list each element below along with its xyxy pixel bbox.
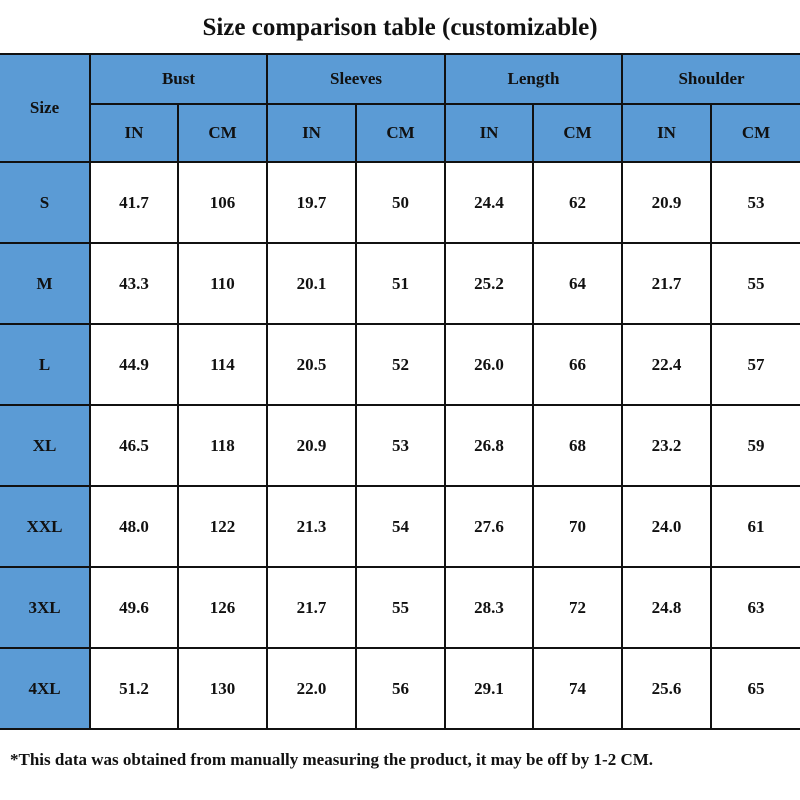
value-cell: 21.3: [266, 485, 358, 568]
value-cell: 41.7: [89, 161, 179, 244]
size-header: Size: [0, 53, 91, 163]
group-header: Shoulder: [621, 53, 800, 105]
value-cell: 24.0: [621, 485, 713, 568]
value-cell: 24.8: [621, 566, 713, 649]
value-cell: 106: [176, 161, 269, 244]
value-cell: 28.3: [444, 566, 535, 649]
value-cell: 66: [532, 323, 624, 406]
value-cell: 59: [710, 404, 800, 487]
value-cell: 68: [532, 404, 624, 487]
table-row: 4XL 51.2 130 22.0 56 29.1 74 25.6 65: [0, 647, 800, 730]
size-cell: 4XL: [0, 647, 91, 730]
unit-header: CM: [710, 103, 800, 163]
table-row: XL 46.5 118 20.9 53 26.8 68 23.2 59: [0, 404, 800, 487]
value-cell: 126: [176, 566, 269, 649]
footnote: *This data was obtained from manually me…: [0, 728, 800, 790]
value-cell: 63: [710, 566, 800, 649]
value-cell: 53: [355, 404, 447, 487]
table-row: XXL 48.0 122 21.3 54 27.6 70 24.0 61: [0, 485, 800, 568]
group-header: Sleeves: [266, 53, 447, 105]
value-cell: 21.7: [266, 566, 358, 649]
size-cell: S: [0, 161, 91, 244]
size-cell: L: [0, 323, 91, 406]
value-cell: 122: [176, 485, 269, 568]
value-cell: 20.1: [266, 242, 358, 325]
value-cell: 62: [532, 161, 624, 244]
value-cell: 114: [176, 323, 269, 406]
unit-header: IN: [266, 103, 358, 163]
size-cell: 3XL: [0, 566, 91, 649]
value-cell: 49.6: [89, 566, 179, 649]
value-cell: 46.5: [89, 404, 179, 487]
value-cell: 57: [710, 323, 800, 406]
value-cell: 110: [176, 242, 269, 325]
value-cell: 20.9: [266, 404, 358, 487]
unit-header: IN: [621, 103, 713, 163]
value-cell: 22.4: [621, 323, 713, 406]
value-cell: 21.7: [621, 242, 713, 325]
header-row-groups: Size Bust Sleeves Length Shoulder: [0, 53, 800, 163]
value-cell: 50: [355, 161, 447, 244]
value-cell: 52: [355, 323, 447, 406]
size-cell: M: [0, 242, 91, 325]
value-cell: 29.1: [444, 647, 535, 730]
value-cell: 26.0: [444, 323, 535, 406]
table-row: L 44.9 114 20.5 52 26.0 66 22.4 57: [0, 323, 800, 406]
value-cell: 19.7: [266, 161, 358, 244]
value-cell: 118: [176, 404, 269, 487]
value-cell: 48.0: [89, 485, 179, 568]
value-cell: 56: [355, 647, 447, 730]
value-cell: 43.3: [89, 242, 179, 325]
value-cell: 51.2: [89, 647, 179, 730]
value-cell: 55: [710, 242, 800, 325]
table-row: M 43.3 110 20.1 51 25.2 64 21.7 55: [0, 242, 800, 325]
size-cell: XL: [0, 404, 91, 487]
unit-header: CM: [176, 103, 269, 163]
group-header: Length: [444, 53, 624, 105]
value-cell: 53: [710, 161, 800, 244]
value-cell: 44.9: [89, 323, 179, 406]
unit-header: CM: [355, 103, 447, 163]
value-cell: 72: [532, 566, 624, 649]
value-cell: 130: [176, 647, 269, 730]
page-title: Size comparison table (customizable): [202, 14, 598, 41]
value-cell: 23.2: [621, 404, 713, 487]
value-cell: 61: [710, 485, 800, 568]
value-cell: 64: [532, 242, 624, 325]
table-row: 3XL 49.6 126 21.7 55 28.3 72 24.8 63: [0, 566, 800, 649]
size-cell: XXL: [0, 485, 91, 568]
value-cell: 20.5: [266, 323, 358, 406]
unit-header: CM: [532, 103, 624, 163]
value-cell: 25.6: [621, 647, 713, 730]
value-cell: 27.6: [444, 485, 535, 568]
value-cell: 25.2: [444, 242, 535, 325]
value-cell: 51: [355, 242, 447, 325]
unit-header: IN: [90, 103, 179, 163]
value-cell: 54: [355, 485, 447, 568]
size-table: Size Bust Sleeves Length Shoulder IN CM IN CM IN C…: [0, 53, 800, 790]
group-header: Bust: [88, 53, 269, 105]
value-cell: 20.9: [621, 161, 713, 244]
value-cell: 26.8: [444, 404, 535, 487]
value-cell: 65: [710, 647, 800, 730]
footnote-row: *This data was obtained from manually me…: [0, 728, 800, 790]
unit-header: IN: [444, 103, 535, 163]
value-cell: 22.0: [266, 647, 358, 730]
value-cell: 74: [532, 647, 624, 730]
value-cell: 24.4: [444, 161, 535, 244]
table-row: S 41.7 106 19.7 50 24.4 62 20.9 53: [0, 161, 800, 244]
value-cell: 70: [532, 485, 624, 568]
header-row-units: IN CM IN CM IN CM IN CM: [0, 103, 800, 163]
value-cell: 55: [355, 566, 447, 649]
